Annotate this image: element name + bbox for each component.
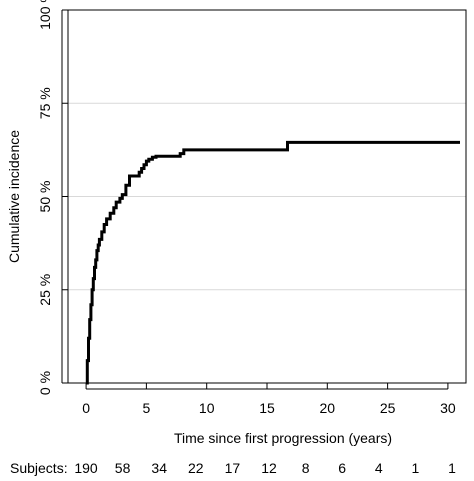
series-layer [85, 140, 460, 385]
y-axis: 0 % 25 % 50 % 75 % 100 % [37, 0, 68, 395]
risk-count-7: 6 [338, 460, 346, 476]
risk-count-9: 1 [412, 460, 420, 476]
risk-count-8: 4 [375, 460, 383, 476]
risk-count-6: 8 [302, 460, 310, 476]
x-tick-label-5: 5 [142, 400, 150, 416]
risk-count-3: 22 [188, 460, 204, 476]
risk-count-5: 12 [261, 460, 277, 476]
x-tick-label-10: 10 [199, 400, 215, 416]
x-tick-label-20: 20 [320, 400, 336, 416]
risk-count-0: 190 [74, 460, 98, 476]
x-axis: 0 5 10 15 20 25 30 [82, 383, 456, 416]
risk-count-4: 17 [225, 460, 241, 476]
x-tick-label-0: 0 [82, 400, 90, 416]
y-axis-label: Cumulative incidence [6, 130, 22, 263]
x-tick-label-30: 30 [440, 400, 456, 416]
x-tick-label-25: 25 [380, 400, 396, 416]
gridlines [68, 9, 466, 384]
risk-count-1: 58 [115, 460, 131, 476]
risk-table-label: Subjects: [10, 460, 68, 476]
x-axis-label: Time since first progression (years) [174, 430, 392, 446]
x-tick-label-15: 15 [259, 400, 275, 416]
y-tick-label-0: 0 % [37, 371, 53, 395]
y-tick-label-75: 75 % [37, 87, 53, 119]
y-tick-label-50: 50 % [37, 181, 53, 213]
risk-table: Subjects: 190 58 34 22 17 12 8 6 4 1 1 [10, 460, 456, 476]
y-tick-label-100: 100 % [37, 0, 53, 30]
risk-count-10: 1 [448, 460, 456, 476]
risk-count-2: 34 [151, 460, 167, 476]
y-tick-label-25: 25 % [37, 274, 53, 306]
series-line-0 [85, 140, 460, 385]
